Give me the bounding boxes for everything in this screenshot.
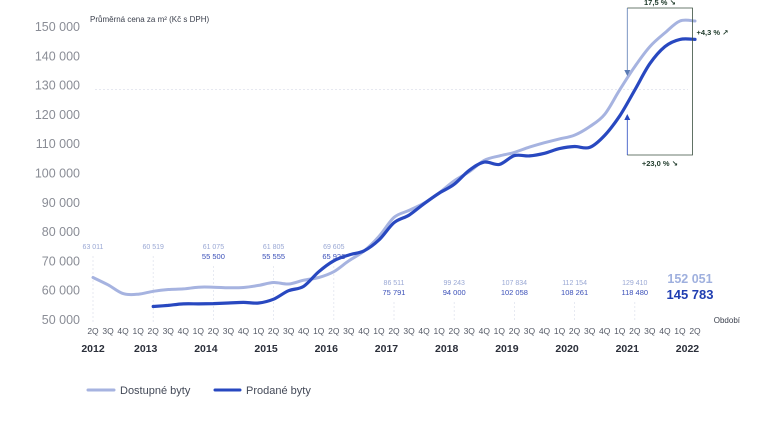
year-label: 2015: [254, 343, 278, 355]
year-label: 2020: [555, 343, 579, 355]
series-line-available: [91, 18, 697, 297]
year-label: 2022: [676, 343, 700, 355]
x-tick-label: 3Q: [644, 326, 656, 336]
legend: Dostupné byty Prodané byty: [86, 385, 311, 397]
annotation-available: 99 243: [443, 280, 465, 287]
annotation-available: 61 075: [203, 244, 225, 251]
x-tick-label: 2Q: [569, 326, 581, 336]
x-tick-label: 1Q: [373, 326, 385, 336]
x-tick-label: 4Q: [117, 326, 129, 336]
year-label: 2019: [495, 343, 519, 355]
annotation-available: 107 834: [502, 280, 527, 287]
annotation-available: 61 805: [263, 244, 285, 251]
x-tick-label: 3Q: [464, 326, 476, 336]
y-tick-label: 110 000: [36, 137, 80, 151]
x-tick-label: 3Q: [283, 326, 295, 336]
x-tick-label: 2Q: [208, 326, 220, 336]
annotation-available: 112 154: [562, 280, 587, 287]
x-tick-label: 3Q: [524, 326, 536, 336]
arrow-up-icon: [624, 114, 631, 120]
arrow-down-icon: [624, 70, 631, 76]
x-tick-label: 2Q: [629, 326, 641, 336]
y-tick-label: 70 000: [42, 254, 80, 268]
y-tick-label: 80 000: [42, 225, 80, 239]
x-tick-label: 1Q: [253, 326, 265, 336]
x-tick-label: 2Q: [268, 326, 280, 336]
x-tick-label: 2Q: [689, 326, 701, 336]
annotation-sold: 75 791: [383, 288, 406, 297]
annotation-sold: 55 555: [262, 252, 285, 261]
annotation-available: 60 519: [142, 244, 164, 251]
annotation-available: 86 511: [384, 280, 405, 287]
y-tick-label: 140 000: [35, 49, 80, 63]
y-tick-label: 100 000: [35, 167, 80, 181]
x-tick-label: 4Q: [599, 326, 611, 336]
x-tick-label: 3Q: [584, 326, 596, 336]
annotation-sold: 118 480: [622, 288, 649, 297]
x-tick-label: 3Q: [343, 326, 355, 336]
x-tick-label: 3Q: [223, 326, 235, 336]
year-label: 2017: [375, 343, 399, 355]
y-axis-title: Průměrná cena za m² (Kč s DPH): [90, 15, 209, 24]
end-value-sold: 145 783: [667, 287, 714, 302]
x-tick-label: 2Q: [509, 326, 521, 336]
x-tick-label: 1Q: [674, 326, 686, 336]
y-tick-label: 130 000: [35, 79, 80, 93]
year-label: 2021: [616, 343, 640, 355]
x-tick-label: 4Q: [238, 326, 250, 336]
x-tick-label: 4Q: [539, 326, 551, 336]
year-label: 2016: [315, 343, 339, 355]
y-tick-label: 50 000: [42, 313, 80, 327]
y-tick-label: 120 000: [35, 108, 80, 122]
annotation-available: 129 410: [622, 280, 647, 287]
x-tick-label: 4Q: [659, 326, 671, 336]
annotation-available: 69 605: [323, 244, 345, 251]
x-tick-label: 1Q: [193, 326, 205, 336]
year-label: 2013: [134, 343, 158, 355]
legend-label-sold: Prodané byty: [246, 385, 311, 397]
annotation-sold: 65 922: [322, 252, 345, 261]
year-label: 2014: [194, 343, 218, 355]
series-line-sold: [151, 37, 697, 309]
x-tick-label: 1Q: [614, 326, 626, 336]
x-tick-label: 1Q: [494, 326, 506, 336]
x-tick-label: 1Q: [313, 326, 325, 336]
change-available: 17,5 % ↘: [644, 0, 676, 7]
x-tick-label: 1Q: [132, 326, 144, 336]
x-tick-label: 2Q: [87, 326, 99, 336]
change-bracket: [627, 7, 693, 156]
x-tick-label: 1Q: [554, 326, 566, 336]
change-yoy: +4,3 % ↗: [696, 28, 728, 37]
annotation-sold: 94 000: [443, 288, 466, 297]
annotation-sold: 102 058: [501, 288, 528, 297]
y-tick-label: 60 000: [42, 284, 80, 298]
x-tick-label: 4Q: [298, 326, 310, 336]
x-tick-label: 2Q: [449, 326, 461, 336]
x-tick-label: 1Q: [433, 326, 445, 336]
y-tick-label: 90 000: [42, 196, 80, 210]
year-label: 2012: [81, 343, 105, 355]
x-tick-label: 4Q: [358, 326, 370, 336]
x-tick-label: 4Q: [418, 326, 430, 336]
end-value-available: 152 051: [667, 272, 712, 286]
x-tick-label: 2Q: [328, 326, 340, 336]
year-label: 2018: [435, 343, 459, 355]
x-tick-label: 3Q: [102, 326, 114, 336]
annotation-sold: 108 261: [561, 288, 588, 297]
x-axis-title: Období: [714, 316, 741, 325]
y-tick-label: 150 000: [35, 20, 80, 34]
x-tick-label: 3Q: [403, 326, 415, 336]
x-tick-label: 4Q: [479, 326, 491, 336]
x-tick-label: 2Q: [388, 326, 400, 336]
x-tick-label: 3Q: [163, 326, 175, 336]
annotation-sold: 55 500: [202, 252, 225, 261]
annotation-available: 63 011: [83, 244, 104, 251]
x-tick-label: 4Q: [178, 326, 190, 336]
legend-label-available: Dostupné byty: [120, 385, 191, 397]
change-sold: +23,0 % ↘: [642, 159, 678, 168]
x-tick-label: 2Q: [148, 326, 160, 336]
